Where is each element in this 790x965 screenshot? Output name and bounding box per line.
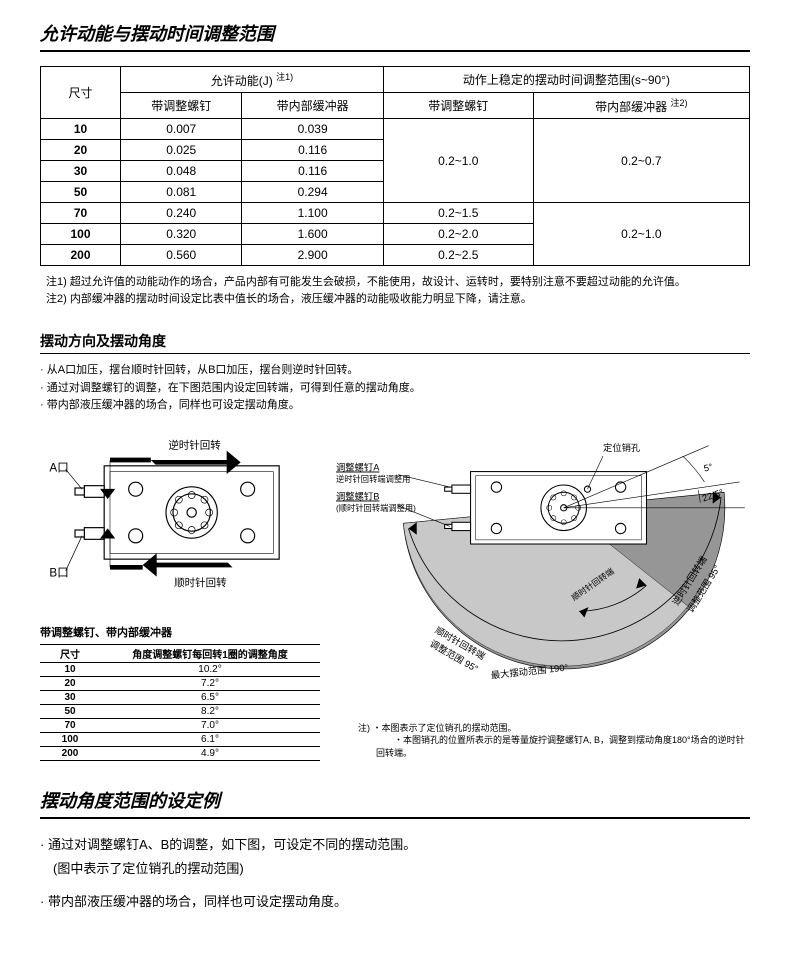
svg-text:A口: A口 bbox=[49, 461, 68, 474]
table-row: 1010.2° bbox=[40, 663, 320, 677]
table-row: 306.5° bbox=[40, 691, 320, 705]
section1-title: 允许动能与摆动时间调整范围 bbox=[40, 20, 750, 52]
notes: 注1) 超过允许值的动能动作的场合，产品内部有可能发生会破损，不能使用，故设计、… bbox=[40, 274, 750, 307]
th-time-screw: 带调整螺钉 bbox=[383, 93, 533, 119]
th-energy: 允许动能(J) 注1) bbox=[121, 67, 384, 93]
table-row: 2004.9° bbox=[40, 747, 320, 761]
main-table: 尺寸 允许动能(J) 注1) 动作上稳定的摆动时间调整范围(s~90°) 带调整… bbox=[40, 66, 750, 266]
svg-text:逆时针回转: 逆时针回转 bbox=[168, 438, 221, 451]
th-screw: 带调整螺钉 bbox=[121, 93, 242, 119]
bullet-item: (图中表示了定位销孔的摆动范围) bbox=[40, 857, 750, 880]
bullet-item: 从A口加压，摆台顺时针回转，从B口加压，摆台则逆时针回转。 bbox=[40, 362, 750, 380]
table-row: 10 0.007 0.039 0.2~1.0 0.2~0.7 bbox=[41, 119, 750, 140]
svg-text:调整螺钉A: 调整螺钉A bbox=[336, 461, 380, 472]
bullet-item: · 带内部液压缓冲器的场合，同样也可设定摆动角度。 bbox=[40, 890, 750, 913]
svg-text:B口: B口 bbox=[49, 566, 68, 579]
table-row: 707.0° bbox=[40, 719, 320, 733]
svg-text:调整螺钉B: 调整螺钉B bbox=[336, 490, 379, 501]
right-angle-diagram: 定位销孔 调整螺钉A 逆时针回转端调整用 调整螺钉B (顺时针回转端调整用) 5… bbox=[336, 425, 750, 715]
svg-text:顺时针回转: 顺时针回转 bbox=[174, 576, 227, 589]
th-size: 尺寸 bbox=[41, 67, 121, 119]
table-row: 1006.1° bbox=[40, 733, 320, 747]
bullet-item: · 通过对调整螺钉A、B的调整，如下图，可设定不同的摆动范围。 bbox=[40, 833, 750, 856]
angle-table: 尺寸 角度调整螺钉每回转1圈的调整角度 1010.2° 207.2° 306.5… bbox=[40, 644, 320, 761]
note2: 注2) 内部缓冲器的摆动时间设定比表中值长的场合，液压缓冲器的动能吸收能力明显下… bbox=[46, 291, 750, 308]
table-row: 70 0.240 1.100 0.2~1.5 0.2~1.0 bbox=[41, 203, 750, 224]
th-size: 尺寸 bbox=[40, 645, 100, 663]
right-diagram-note: 注) ・本图表示了定位销孔的摆动范围。 ・本图销孔的位置所表示的是等量旋拧调整螺… bbox=[336, 722, 750, 760]
th-buffer: 带内部缓冲器 bbox=[242, 93, 383, 119]
th-time-buffer: 带内部缓冲器 注2) bbox=[533, 93, 749, 119]
left-mechanical-diagram: A口 B口 逆时针回转 顺时针回转 bbox=[40, 425, 320, 612]
bullet-item: 带内部液压缓冲器的场合，同样也可设定摆动角度。 bbox=[40, 397, 750, 415]
section3-bullets: · 通过对调整螺钉A、B的调整，如下图，可设定不同的摆动范围。 (图中表示了定位… bbox=[40, 833, 750, 913]
th-angle: 角度调整螺钉每回转1圈的调整角度 bbox=[100, 645, 320, 663]
svg-text:5°: 5° bbox=[703, 461, 714, 473]
svg-text:定位销孔: 定位销孔 bbox=[603, 442, 640, 453]
svg-text:逆时针回转端调整用: 逆时针回转端调整用 bbox=[336, 474, 410, 484]
th-time: 动作上稳定的摆动时间调整范围(s~90°) bbox=[383, 67, 749, 93]
angle-table-caption: 带调整螺钉、带内部缓冲器 bbox=[40, 624, 320, 640]
section2-title: 摆动方向及摆动角度 bbox=[40, 331, 750, 354]
section3-title: 摆动角度范围的设定例 bbox=[40, 787, 750, 819]
section2-bullets: 从A口加压，摆台顺时针回转，从B口加压，摆台则逆时针回转。 通过对调整螺钉的调整… bbox=[40, 362, 750, 415]
table-row: 207.2° bbox=[40, 677, 320, 691]
bullet-item: 通过对调整螺钉的调整，在下图范围内设定回转端，可得到任意的摆动角度。 bbox=[40, 380, 750, 398]
svg-text:(顺时针回转端调整用): (顺时针回转端调整用) bbox=[336, 503, 416, 513]
note1: 注1) 超过允许值的动能动作的场合，产品内部有可能发生会破损，不能使用，故设计、… bbox=[46, 274, 750, 291]
table-row: 508.2° bbox=[40, 705, 320, 719]
